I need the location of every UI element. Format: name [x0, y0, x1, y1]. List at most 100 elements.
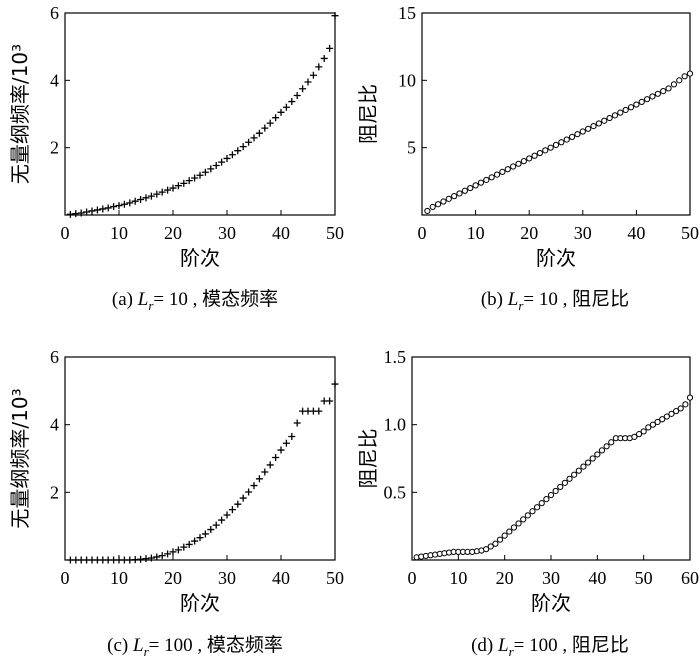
- caption-label: (a): [112, 289, 133, 310]
- chart-c: 0 10 20 30 40 50 2 4 6 阶次 无量纲频率/10³ (c) Lr= 100 , 模…: [8, 347, 344, 659]
- caption-variable: L: [132, 635, 144, 656]
- data-point: [201, 530, 209, 538]
- chart-a: 0 10 20 30 40 50 2 4 6 阶次 无量纲频率/10³ (a) Lr= 10 , 模态…: [8, 3, 344, 313]
- data-point: [137, 555, 145, 563]
- data-point: [239, 494, 247, 502]
- caption-subscript: r: [148, 298, 154, 313]
- data-point: [180, 179, 188, 187]
- data-point: [601, 117, 608, 124]
- data-point: [579, 128, 586, 135]
- data-point: [66, 210, 74, 218]
- data-point: [245, 488, 253, 496]
- data-point: [120, 200, 128, 208]
- data-point: [196, 171, 204, 179]
- data-point: [245, 138, 253, 146]
- data-point: [589, 455, 596, 462]
- y-tick-label: 15: [398, 3, 416, 23]
- data-point: [164, 550, 172, 558]
- x-tick-label: 40: [627, 223, 645, 243]
- data-point: [207, 526, 215, 534]
- data-point: [153, 553, 161, 561]
- data-point: [429, 203, 436, 211]
- data-point: [445, 195, 452, 202]
- data-point: [520, 516, 527, 523]
- data-point: [631, 433, 638, 440]
- caption-variable: L: [507, 289, 519, 310]
- data-point: [72, 210, 80, 218]
- data-point: [326, 44, 334, 52]
- y-tick-label: 10: [398, 70, 416, 90]
- data-point: [456, 190, 463, 197]
- y-tick-label: 6: [50, 347, 59, 367]
- chart-caption: (b) Lr= 10 , 阻尼比: [481, 288, 629, 313]
- x-tick-label: 40: [272, 223, 290, 243]
- data-point: [681, 73, 688, 80]
- data-point: [682, 401, 689, 408]
- data-point: [299, 85, 307, 93]
- data-point: [261, 468, 269, 476]
- data-point: [649, 421, 657, 428]
- caption-label: (c): [107, 635, 128, 656]
- data-point: [234, 147, 242, 155]
- caption-text: = 100 , 模态频率: [149, 634, 283, 656]
- x-tick-label: 10: [449, 568, 467, 588]
- data-point: [493, 171, 501, 178]
- data-point: [660, 88, 667, 95]
- data-point: [547, 491, 555, 499]
- data-point: [598, 447, 606, 454]
- data-point: [574, 131, 581, 138]
- chart-caption: (c) Lr= 100 , 模态频率: [107, 634, 283, 659]
- x-tick-label: 0: [61, 568, 70, 588]
- data-point: [115, 202, 123, 210]
- data-point: [169, 184, 177, 192]
- y-tick-label: 5: [407, 138, 416, 158]
- data-point: [633, 101, 640, 108]
- data-point: [608, 439, 615, 446]
- data-point: [529, 508, 536, 515]
- data-point: [531, 152, 538, 159]
- data-point: [234, 500, 242, 508]
- data-point: [552, 487, 559, 495]
- caption-label: (d): [471, 635, 493, 656]
- data-point: [304, 78, 312, 86]
- x-tick-label: 50: [681, 223, 699, 243]
- x-axis-label: 阶次: [531, 591, 571, 615]
- data-point: [506, 528, 513, 535]
- data-point: [169, 548, 177, 556]
- data-point: [255, 475, 263, 483]
- data-point: [99, 205, 107, 213]
- plot-frame: [64, 356, 336, 561]
- data-point: [180, 543, 188, 551]
- data-point: [293, 91, 301, 99]
- data-point: [93, 206, 101, 214]
- x-tick-label: 20: [520, 223, 538, 243]
- chart-d: 0 10 20 30 40 50 60 0.5 1.0 1.5 阶次 阻尼比 (d) Lr= 100 ,…: [356, 347, 699, 659]
- x-tick-label: 50: [635, 568, 653, 588]
- caption-subscript: r: [509, 644, 515, 659]
- data-point: [212, 162, 220, 170]
- data-point: [520, 158, 527, 165]
- data-point: [515, 520, 522, 527]
- data-point: [191, 174, 199, 182]
- data-point: [223, 511, 231, 519]
- data-point: [272, 453, 280, 461]
- x-tick-label: 10: [110, 568, 128, 588]
- data-point: [288, 98, 296, 106]
- data-point: [250, 482, 258, 490]
- data-point: [515, 160, 522, 167]
- data-point: [585, 125, 592, 132]
- y-axis-label: 阻尼比: [356, 84, 380, 144]
- data-point: [477, 179, 485, 186]
- x-tick-label: 50: [326, 568, 344, 588]
- data-point: [558, 139, 565, 146]
- data-point: [309, 71, 317, 79]
- x-axis-label: 阶次: [180, 246, 220, 270]
- data-point: [686, 394, 694, 401]
- data-point: [282, 103, 290, 111]
- data-point: [185, 177, 193, 185]
- y-tick-label: 2: [50, 482, 59, 502]
- data-point: [218, 516, 226, 524]
- data-point: [137, 196, 145, 204]
- data-point: [331, 380, 339, 388]
